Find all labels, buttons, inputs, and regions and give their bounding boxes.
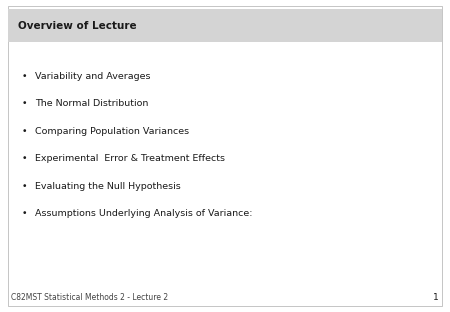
Text: •: • bbox=[22, 72, 27, 81]
Text: Variability and Averages: Variability and Averages bbox=[35, 72, 151, 81]
Text: Experimental  Error & Treatment Effects: Experimental Error & Treatment Effects bbox=[35, 154, 225, 163]
Text: •: • bbox=[22, 182, 27, 191]
Text: •: • bbox=[22, 154, 27, 163]
Text: Evaluating the Null Hypothesis: Evaluating the Null Hypothesis bbox=[35, 182, 181, 191]
Text: The Normal Distribution: The Normal Distribution bbox=[35, 100, 148, 108]
Text: Assumptions Underlying Analysis of Variance:: Assumptions Underlying Analysis of Varia… bbox=[35, 209, 252, 218]
Text: Comparing Population Variances: Comparing Population Variances bbox=[35, 127, 189, 136]
Text: C82MST Statistical Methods 2 - Lecture 2: C82MST Statistical Methods 2 - Lecture 2 bbox=[11, 293, 168, 301]
Text: •: • bbox=[22, 127, 27, 136]
FancyBboxPatch shape bbox=[8, 9, 442, 42]
Text: Overview of Lecture: Overview of Lecture bbox=[18, 21, 137, 31]
Text: •: • bbox=[22, 209, 27, 218]
FancyBboxPatch shape bbox=[8, 6, 442, 306]
Text: •: • bbox=[22, 100, 27, 108]
Text: 1: 1 bbox=[433, 293, 439, 301]
